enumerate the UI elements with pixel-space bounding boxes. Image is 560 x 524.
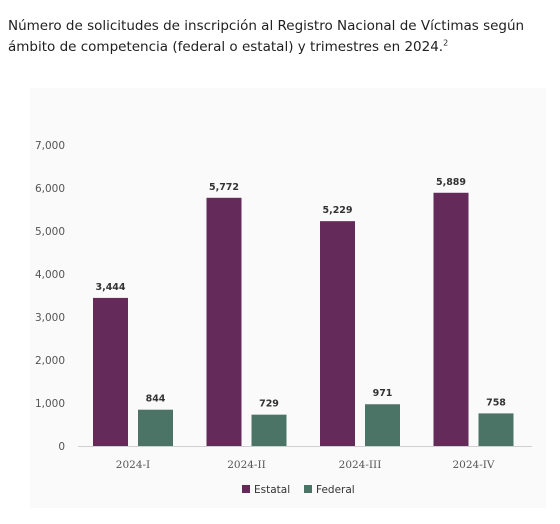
legend-label-federal: Federal <box>316 484 355 496</box>
bar-federal <box>138 409 173 446</box>
bar-estatal <box>206 197 242 446</box>
y-tick-label: 0 <box>58 441 65 453</box>
y-tick-label: 4,000 <box>35 269 65 281</box>
x-tick-label: 2024-III <box>339 459 382 471</box>
x-tick-label: 2024-I <box>116 459 150 471</box>
data-label: 844 <box>146 394 166 405</box>
data-label: 729 <box>259 399 279 410</box>
y-tick-label: 6,000 <box>35 183 65 195</box>
legend-swatch-federal <box>304 485 312 493</box>
bar-estatal <box>433 192 469 446</box>
chart-title: Número de solicitudes de inscripción al … <box>8 16 548 58</box>
bar-estatal <box>93 297 128 446</box>
legend-label-estatal: Estatal <box>254 484 290 496</box>
bar-federal <box>365 404 400 446</box>
data-label: 5,772 <box>209 182 239 193</box>
y-tick-label: 2,000 <box>35 355 65 367</box>
bar-federal <box>478 413 514 446</box>
y-tick-label: 5,000 <box>35 226 65 238</box>
x-axis: 2024-I 2024-II 2024-III 2024-IV <box>78 446 532 471</box>
x-tick-label: 2024-IV <box>453 459 495 471</box>
bars: 3,444 844 5,772 729 5,229 971 5,889 758 <box>93 177 514 446</box>
x-tick-label: 2024-II <box>227 459 266 471</box>
data-label: 5,229 <box>322 205 352 216</box>
y-tick-label: 1,000 <box>35 398 65 410</box>
data-label: 758 <box>486 397 506 408</box>
data-label: 5,889 <box>436 177 466 188</box>
y-tick-label: 3,000 <box>35 312 65 324</box>
chart-title-text: Número de solicitudes de inscripción al … <box>8 18 525 55</box>
legend-swatch-estatal <box>242 485 250 493</box>
legend: Estatal Federal <box>242 484 355 496</box>
data-label: 3,444 <box>95 282 125 293</box>
y-axis: 0 1,000 2,000 3,000 4,000 5,000 6,000 7,000 <box>35 140 65 453</box>
y-tick-label: 7,000 <box>35 140 65 152</box>
bar-estatal <box>320 221 355 446</box>
bar-federal <box>251 414 287 446</box>
title-footnote-marker: 2 <box>443 38 449 48</box>
data-label: 971 <box>373 388 393 399</box>
